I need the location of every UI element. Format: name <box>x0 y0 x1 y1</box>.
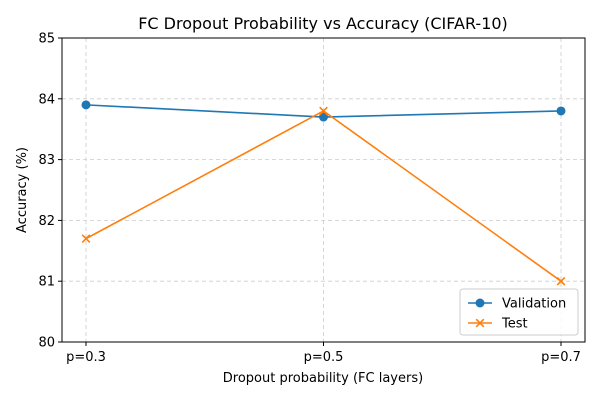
validation-point <box>319 112 328 122</box>
y-tick-label: 85 <box>38 32 55 47</box>
x-axis: p=0.3 p=0.5 p=0.7 <box>66 342 581 365</box>
legend-marker-test <box>475 318 485 328</box>
legend-marker-validation <box>475 298 485 308</box>
y-tick-label: 82 <box>38 214 55 229</box>
validation-point <box>81 100 91 110</box>
y-axis-label: Accuracy (%) <box>15 147 30 233</box>
y-tick-label: 81 <box>38 275 55 290</box>
legend-label-validation: Validation <box>502 297 566 312</box>
y-tick-label: 80 <box>38 336 55 351</box>
x-tick-label: p=0.7 <box>541 350 581 365</box>
series-group <box>81 100 566 286</box>
validation-point <box>556 106 566 116</box>
test-point <box>81 234 91 244</box>
test-point <box>556 276 566 286</box>
chart-title: FC Dropout Probability vs Accuracy (CIFA… <box>138 14 508 33</box>
test-point <box>319 106 328 116</box>
legend-label-test: Test <box>501 317 528 332</box>
x-tick-label: p=0.5 <box>304 350 344 365</box>
y-tick-label: 84 <box>38 92 55 107</box>
x-tick-label: p=0.3 <box>66 350 106 365</box>
x-axis-label: Dropout probability (FC layers) <box>223 371 423 386</box>
y-tick-label: 83 <box>38 153 55 168</box>
y-axis: 80 81 82 83 84 85 <box>38 32 62 351</box>
legend: Validation Test <box>459 288 579 336</box>
